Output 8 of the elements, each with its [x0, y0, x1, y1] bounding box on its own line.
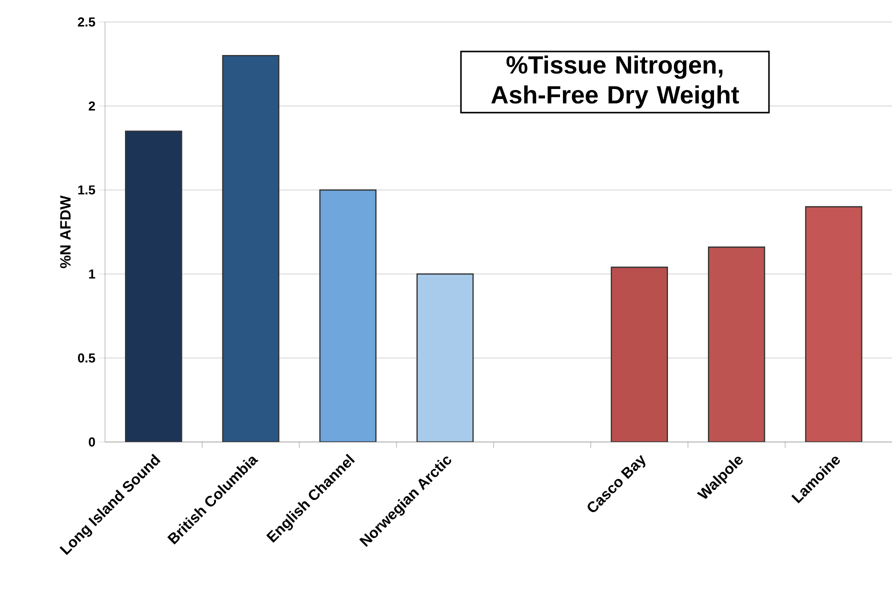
- y-axis-title: %N AFDW: [60, 196, 71, 268]
- y-tick-label: 1.5: [78, 185, 96, 194]
- y-tick-label: 1: [89, 270, 96, 278]
- text: %Tissue Nitrogen, Ash-Free Dry Weight: [491, 55, 739, 109]
- y-tick-label: 0: [88, 437, 95, 447]
- y-tick-label: 0.5: [78, 353, 96, 363]
- y-tick-label: 2.5: [78, 17, 96, 27]
- y-tick-label: 2: [88, 101, 95, 111]
